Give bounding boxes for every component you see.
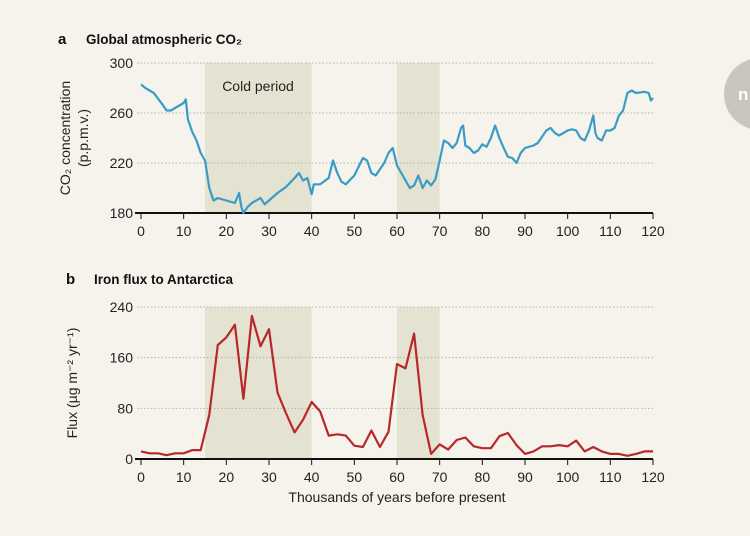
x-tick-label: 60 [389, 223, 405, 239]
x-tick-label: 20 [219, 223, 235, 239]
panel-b-letter: b [66, 271, 75, 288]
x-tick-label: 40 [304, 469, 320, 485]
x-tick-label: 10 [176, 469, 192, 485]
x-tick-label: 100 [556, 469, 580, 485]
x-tick-label: 80 [475, 223, 491, 239]
x-tick-label: 10 [176, 223, 192, 239]
panel-b: b Iron flux to Antarctica Flux (µg m⁻² y… [64, 271, 665, 505]
side-badge: n [724, 59, 750, 129]
y-tick-label: 260 [110, 105, 134, 121]
y-tick-label: 220 [110, 155, 134, 171]
x-tick-label: 110 [599, 223, 622, 239]
x-tick-label: 90 [517, 469, 533, 485]
y-tick-label: 300 [110, 55, 134, 71]
x-tick-label: 30 [261, 223, 277, 239]
y-tick-label: 240 [110, 299, 134, 315]
panel-a-ylabel-line1: CO₂ concentration [57, 81, 73, 195]
x-tick-label: 50 [347, 469, 363, 485]
x-tick-label: 120 [641, 223, 665, 239]
x-tick-label: 90 [517, 223, 533, 239]
x-tick-label: 80 [475, 469, 491, 485]
panel-b-xlabel: Thousands of years before present [288, 489, 505, 505]
shaded-region-0 [205, 63, 312, 213]
series-line-b [140, 314, 653, 457]
x-tick-label: 60 [389, 469, 405, 485]
x-tick-label: 100 [556, 223, 580, 239]
x-tick-label: 0 [137, 223, 145, 239]
panel-a-letter: a [58, 31, 67, 48]
x-tick-label: 0 [137, 469, 145, 485]
side-badge-text: n [738, 85, 748, 104]
panel-a-title: Global atmospheric CO₂ [86, 32, 242, 47]
shaded-region-1 [397, 63, 440, 213]
cold-period-annotation: Cold period [222, 78, 294, 94]
series-line-a [140, 83, 654, 215]
side-badge-circle [724, 59, 750, 129]
x-tick-label: 110 [599, 469, 622, 485]
panel-b-title: Iron flux to Antarctica [94, 272, 234, 287]
panel-a: a Global atmospheric CO₂ CO₂ concentrati… [57, 31, 665, 239]
x-tick-label: 50 [347, 223, 363, 239]
x-tick-label: 30 [261, 469, 277, 485]
y-tick-label: 0 [125, 451, 133, 467]
panel-b-ylabel: Flux (µg m⁻² yr⁻¹) [64, 328, 80, 439]
x-tick-label: 70 [432, 469, 448, 485]
y-tick-label: 80 [117, 400, 133, 416]
y-tick-label: 160 [110, 350, 134, 366]
panel-a-ylabel-line2: (p.p.m.v.) [75, 109, 91, 167]
shaded-region-0 [205, 307, 312, 459]
x-tick-label: 120 [641, 469, 665, 485]
y-tick-label: 180 [110, 205, 134, 221]
x-tick-label: 20 [219, 469, 235, 485]
x-tick-label: 70 [432, 223, 448, 239]
x-tick-label: 40 [304, 223, 320, 239]
